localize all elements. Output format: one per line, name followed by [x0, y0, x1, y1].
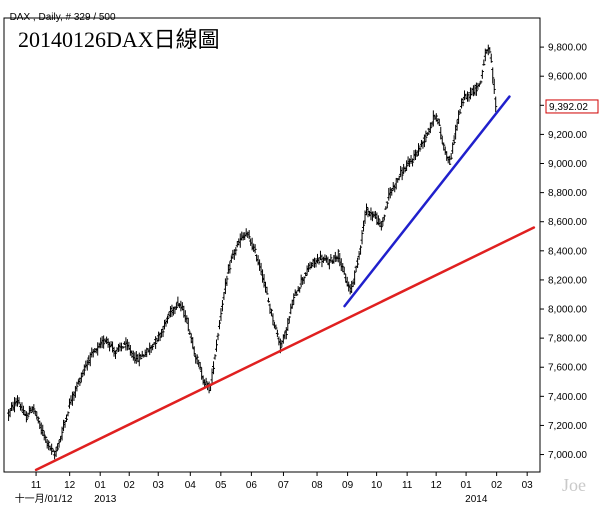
x-secondary-label: 十一月/01/12	[15, 492, 73, 505]
y-tick-label: 8,600.00	[548, 217, 587, 228]
x-tick-label: 07	[278, 480, 290, 491]
x-tick-label: 08	[311, 480, 323, 491]
y-tick-label: 8,800.00	[548, 188, 587, 199]
y-tick-label: 9,000.00	[548, 159, 587, 170]
y-tick-label: 8,400.00	[548, 246, 587, 257]
x-tick-label: 02	[124, 480, 136, 491]
y-tick-label: 8,000.00	[548, 305, 587, 316]
trendline[interactable]	[34, 226, 536, 472]
x-secondary-label: 2014	[465, 494, 488, 505]
x-tick-label: 12	[431, 480, 443, 491]
x-tick-label: 09	[342, 480, 354, 491]
x-tick-label: 03	[522, 480, 534, 491]
x-tick-label: 01	[95, 480, 107, 491]
x-tick-label: 10	[371, 480, 383, 491]
y-tick-label: 8,200.00	[548, 275, 587, 286]
last-price-label: 9,392.02	[549, 102, 588, 113]
y-tick-label: 9,800.00	[548, 43, 587, 54]
y-tick-label: 7,200.00	[548, 421, 587, 432]
y-tick-label: 7,600.00	[548, 363, 587, 374]
y-tick-label: 9,600.00	[548, 72, 587, 83]
y-tick-label: 7,800.00	[548, 334, 587, 345]
chart-title: 20140126DAX日線圖	[18, 27, 220, 52]
x-tick-label: 05	[215, 480, 227, 491]
plot-area-frame	[3, 17, 541, 473]
x-tick-label: 06	[246, 480, 258, 491]
x-tick-label: 11	[31, 480, 42, 491]
watermark: Joe	[562, 475, 586, 495]
x-tick-label: 04	[185, 480, 197, 491]
last-price-box	[545, 99, 599, 114]
trendline[interactable]	[343, 95, 511, 308]
x-secondary-label: 2013	[94, 494, 117, 505]
y-tick-label: 7,400.00	[548, 392, 587, 403]
y-tick-label: 7,000.00	[548, 450, 587, 461]
x-tick-label: 12	[64, 480, 76, 491]
x-tick-label: 01	[461, 480, 473, 491]
x-tick-label: 02	[491, 480, 503, 491]
x-tick-label: 03	[153, 480, 165, 491]
x-tick-label: 11	[402, 480, 413, 491]
y-tick-label: 9,200.00	[548, 130, 587, 141]
